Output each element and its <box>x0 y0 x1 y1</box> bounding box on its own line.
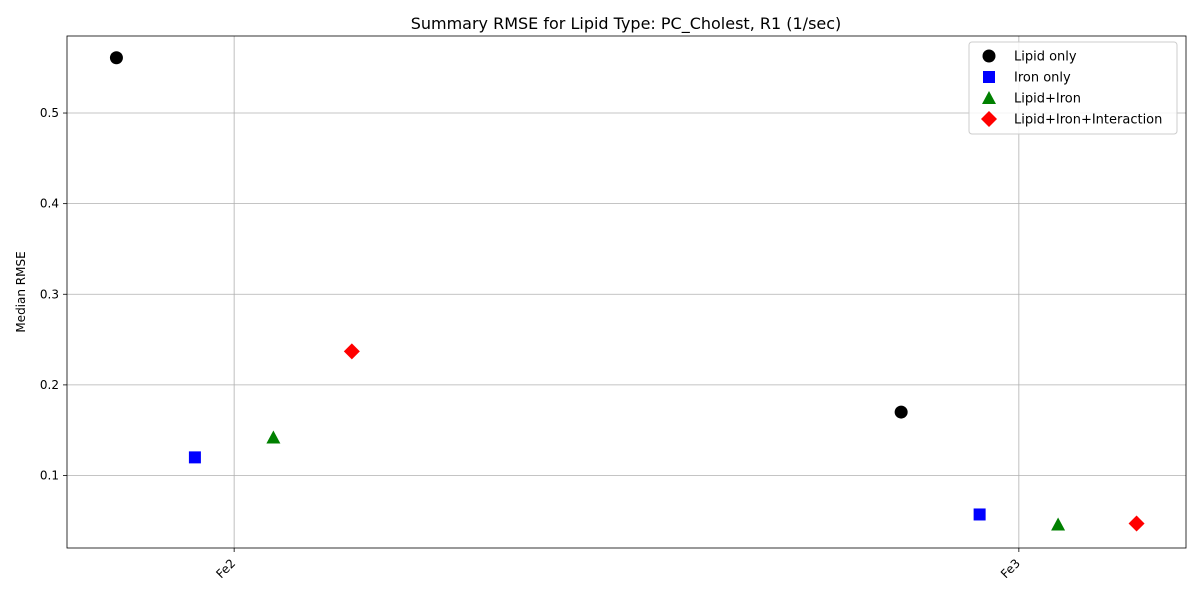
x-tick-label: Fe3 <box>998 556 1023 581</box>
data-point <box>1051 517 1066 531</box>
y-tick-label: 0.4 <box>40 197 59 211</box>
legend-marker <box>982 91 996 104</box>
chart-title: Summary RMSE for Lipid Type: PC_Cholest,… <box>411 14 842 34</box>
y-tick-label: 0.2 <box>40 378 59 392</box>
data-point <box>109 51 123 65</box>
data-point <box>894 405 908 419</box>
plot-frame <box>66 35 1187 549</box>
data-point <box>973 508 986 521</box>
legend: Lipid only Iron only Lipid+Iron Lipid+Iron+… <box>968 41 1178 135</box>
legend-label: Lipid+Iron <box>1014 92 1081 107</box>
legend-box <box>968 41 1178 135</box>
grid-lines <box>67 36 1186 548</box>
legend-label: Iron only <box>1014 71 1071 86</box>
legend-label: Lipid only <box>1014 50 1077 65</box>
data-point <box>1128 515 1145 532</box>
y-tick-label: 0.1 <box>40 469 59 483</box>
legend-marker <box>983 71 995 83</box>
data-point <box>188 451 201 464</box>
legend-label: Lipid+Iron+Interaction <box>1014 113 1162 128</box>
y-tick-label: 0.3 <box>40 287 59 301</box>
data-markers <box>109 51 1145 532</box>
legend-marker <box>982 49 996 63</box>
data-point <box>266 430 281 444</box>
x-tick-label: Fe2 <box>213 556 238 581</box>
data-point <box>343 343 360 360</box>
y-tick-label: 0.5 <box>40 106 59 120</box>
legend-marker <box>981 111 997 127</box>
y-axis-label: Median RMSE <box>14 251 28 332</box>
